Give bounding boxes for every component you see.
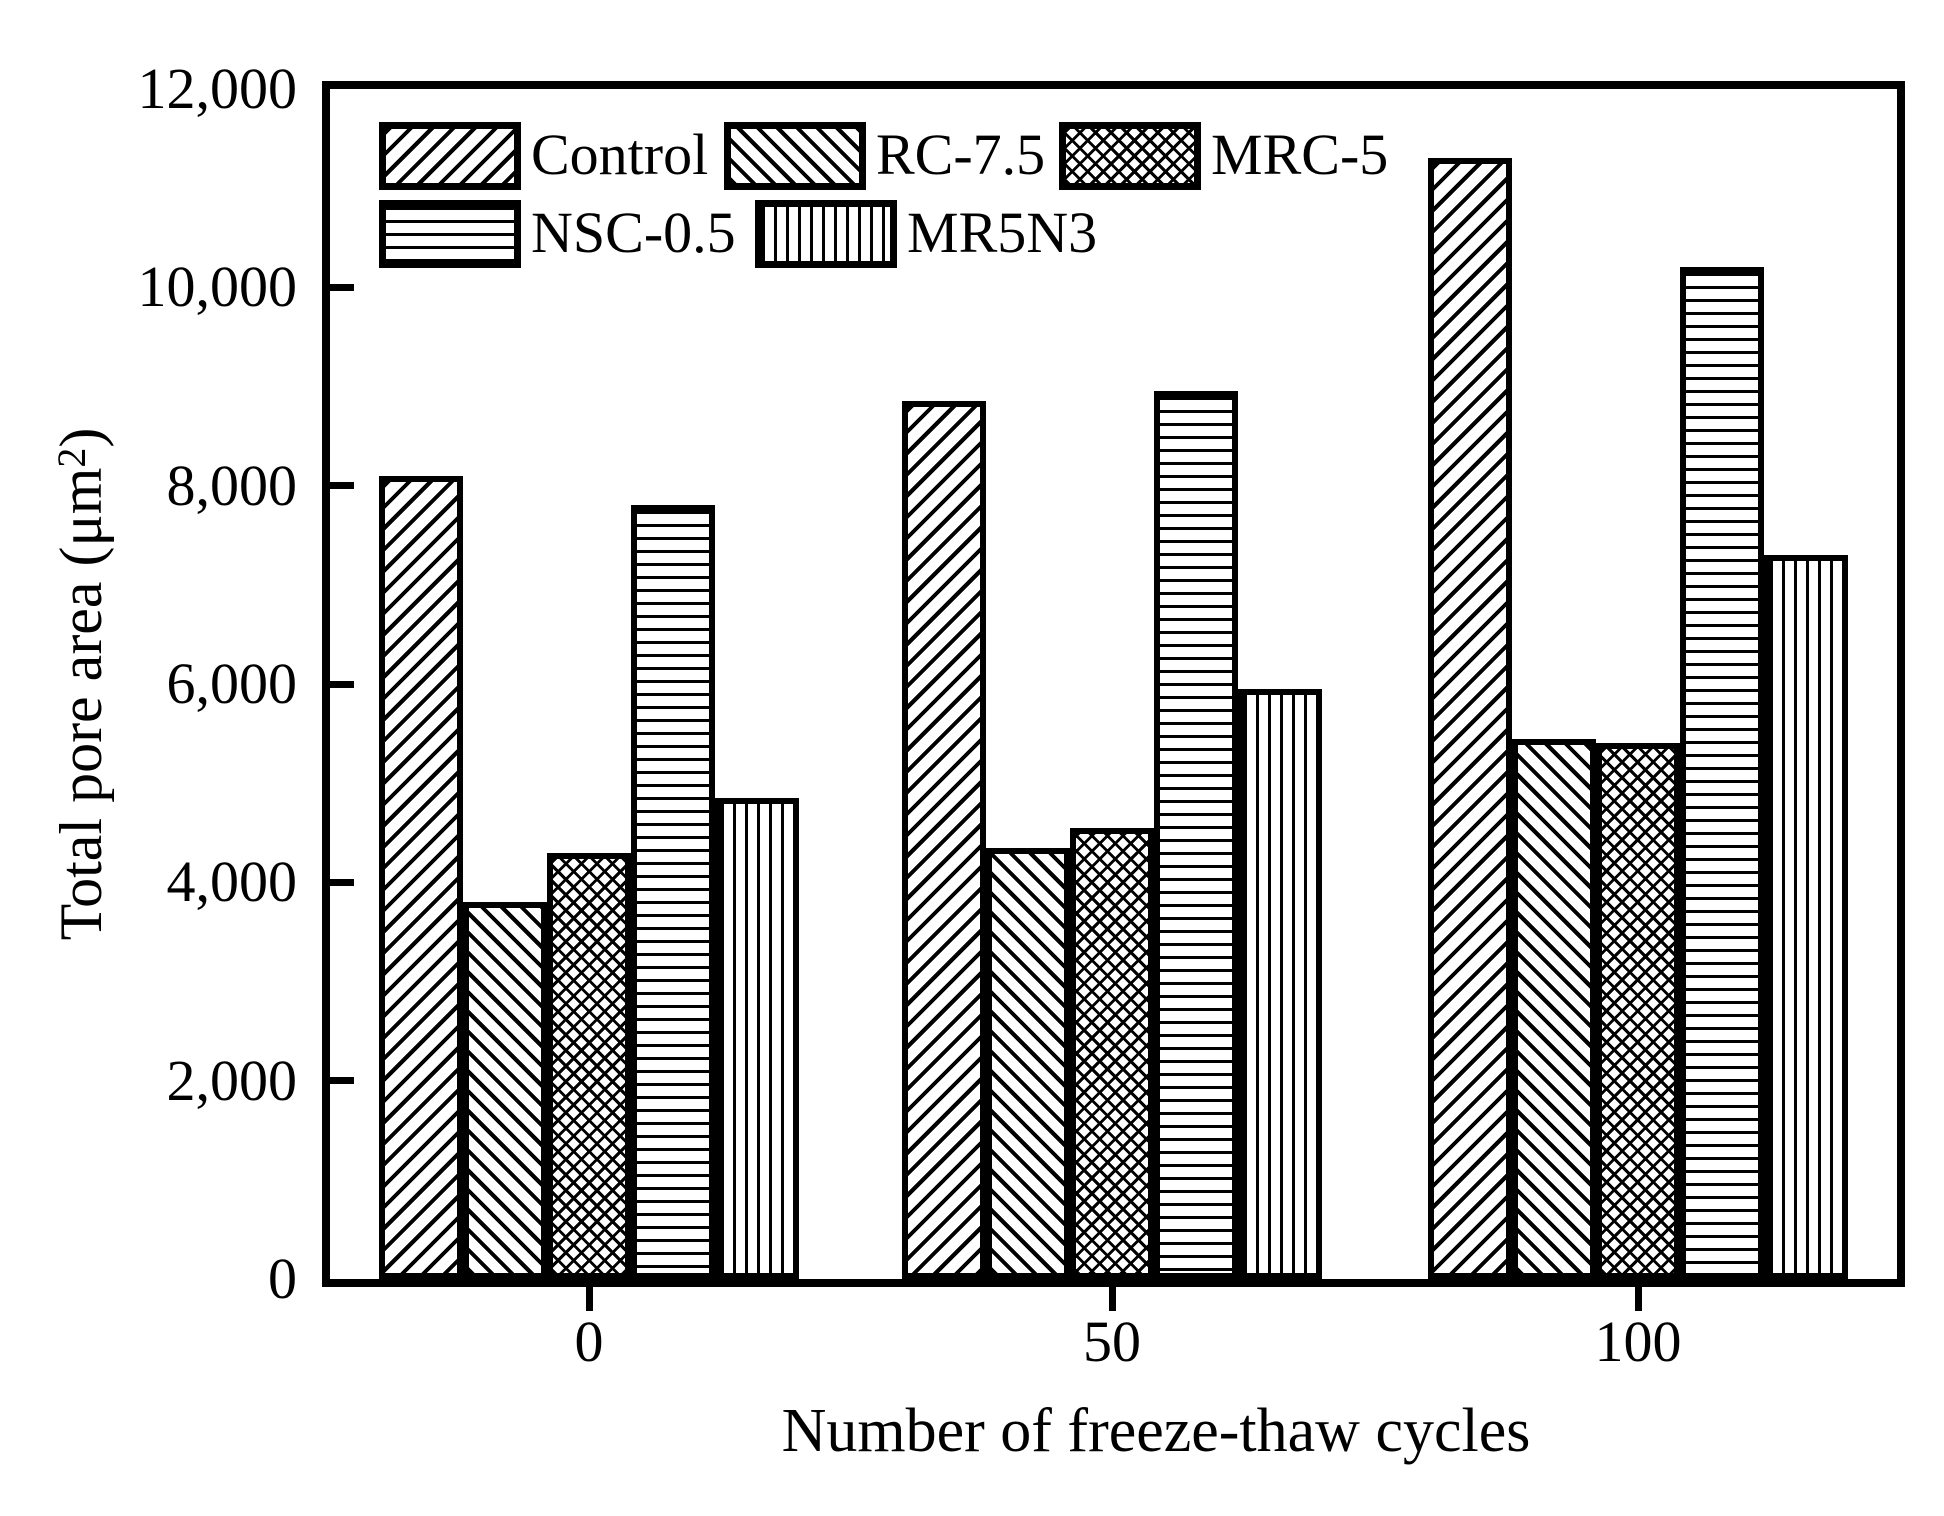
y-axis-title-close: ) [48,427,114,448]
y-axis-tick-label: 0 [268,1246,297,1311]
x-axis-title: Number of freeze-thaw cycles [781,1397,1531,1465]
bar-rc-7-5-50 [986,848,1070,1279]
plot-area [330,89,1893,1279]
y-axis-title: Total pore area (μm2) [41,304,121,1064]
x-axis-tick [1635,1287,1642,1311]
x-axis-tick [586,1287,593,1311]
bar-nsc-0-5-50 [1154,391,1238,1279]
bar-nsc-0-5-100 [1680,267,1764,1279]
bar-mrc-5-100 [1596,743,1680,1279]
x-axis-tick-label: 50 [1083,1309,1141,1374]
bar-rc-7-5-100 [1512,739,1596,1279]
x-axis-tick-label: 0 [574,1309,604,1374]
bar-mr5n3-100 [1764,555,1848,1279]
bar-control-0 [379,476,463,1279]
bar-rc-7-5-0 [463,902,547,1279]
bar-mr5n3-50 [1238,689,1322,1279]
x-axis-tick [1109,1287,1116,1311]
bar-mr5n3-0 [715,798,799,1279]
bar-mrc-5-50 [1070,828,1154,1279]
y-axis-tick-label: 12,000 [137,56,298,121]
y-axis-title-superscript: 2 [49,447,94,468]
bar-control-50 [902,401,986,1279]
bar-control-100 [1428,158,1512,1279]
bar-nsc-0-5-0 [631,505,715,1279]
y-axis-title-text: Total pore area (μm [48,467,114,941]
bar-mrc-5-0 [547,853,631,1279]
x-axis-tick-label: 100 [1594,1309,1682,1374]
